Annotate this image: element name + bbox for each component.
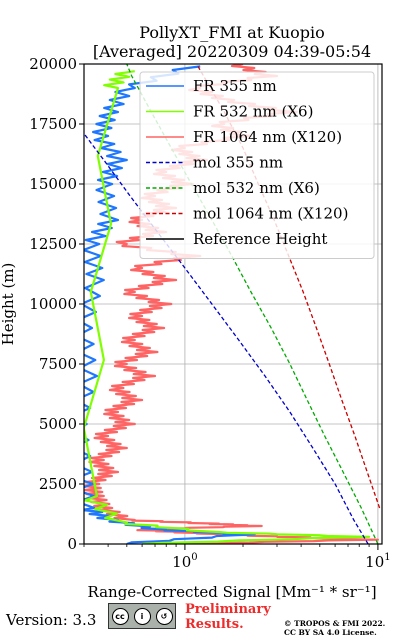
x-axis-label: Range-Corrected Signal [Mm⁻¹ * sr⁻¹]	[87, 583, 376, 601]
preliminary-line1: Preliminary	[185, 602, 271, 617]
x-axis-ticks: 100 101	[83, 544, 391, 571]
y-tick-label: 0	[67, 535, 77, 553]
y-tick-label: 12500	[29, 235, 77, 253]
series-mol-355-nm	[84, 133, 369, 544]
chart-title-line2: [Averaged] 20220309 04:39-05:54	[93, 42, 371, 61]
y-tick-label: 5000	[39, 415, 77, 433]
y-axis-ticks: 0 2500 5000 7500 10000 12500 15000 17500 20000	[29, 55, 84, 553]
profile-fr-355-nm	[84, 65, 256, 544]
legend-label: mol 532 nm (X6)	[193, 179, 320, 197]
y-tick-label: 10000	[29, 295, 77, 313]
y-tick-label: 7500	[39, 355, 77, 373]
legend-label: mol 355 nm	[193, 154, 283, 172]
y-tick-label: 17500	[29, 115, 77, 133]
y-tick-label: 20000	[29, 55, 77, 73]
y-tick-label: 15000	[29, 175, 77, 193]
legend: FR 355 nm FR 532 nm (X6) FR 1064 nm (X120)…	[139, 71, 375, 259]
cc-icon: cc	[111, 607, 129, 625]
chart-title-line1: PollyXT_FMI at Kuopio	[139, 23, 325, 42]
series-mol-532-nm-x6-	[126, 64, 379, 544]
legend-label: FR 532 nm (X6)	[193, 103, 313, 121]
x-tick-label: 101	[365, 552, 390, 571]
y-axis-label: Height (m)	[0, 263, 17, 346]
copyright-line2: CC BY SA 4.0 License.	[284, 628, 377, 637]
preliminary-line2: Results.	[185, 617, 244, 632]
sa-icon: ↺	[155, 607, 173, 625]
copyright-line1: © TROPOS & FMI 2022.	[284, 619, 386, 628]
legend-label: FR 1064 nm (X120)	[193, 128, 342, 146]
cc-license-badge: cc i ↺	[108, 603, 176, 629]
version-label: Version: 3.3	[6, 611, 97, 629]
x-tick-label: 100	[172, 552, 197, 571]
legend-label: FR 355 nm	[193, 77, 277, 95]
y-tick-label: 2500	[39, 475, 77, 493]
profile-fr-532-nm-x6-	[84, 70, 371, 544]
legend-box	[139, 71, 375, 259]
by-icon: i	[133, 607, 151, 625]
legend-label: mol 1064 nm (X120)	[193, 205, 348, 223]
preliminary-note: Preliminary Results.	[185, 602, 271, 632]
copyright-note: © TROPOS & FMI 2022. CC BY SA 4.0 Licens…	[284, 619, 385, 637]
legend-label: Reference Height	[193, 230, 327, 248]
